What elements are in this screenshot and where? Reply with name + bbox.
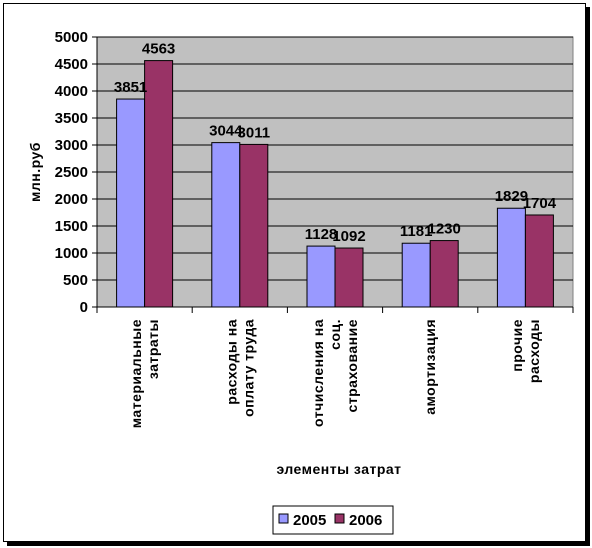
category-label-line: материальные <box>128 319 144 428</box>
legend-label-2006: 2006 <box>349 512 382 529</box>
y-tick-label: 2000 <box>55 191 88 208</box>
category-label-line: оплату труда <box>240 319 256 417</box>
category-label-line: расходы <box>526 319 542 383</box>
category-label-line: амортизация <box>422 319 438 415</box>
category-label-line: затраты <box>145 319 161 379</box>
y-tick-label: 0 <box>80 299 88 316</box>
y-tick-label: 500 <box>63 272 88 289</box>
y-tick-label: 4500 <box>55 56 88 73</box>
y-tick-label: 3500 <box>55 110 88 127</box>
legend-box <box>272 505 394 535</box>
category-label: материальные затраты <box>128 319 161 428</box>
y-tick-label: 5000 <box>55 29 88 46</box>
y-tick-label: 3000 <box>55 137 88 154</box>
bar-2005-0 <box>116 98 146 308</box>
bar-2005-3 <box>401 242 431 308</box>
category-label: амортизация <box>422 319 438 415</box>
category-label-line: расходы на <box>223 319 239 405</box>
bar-2005-2 <box>306 245 336 308</box>
data-label-2006-0: 4563 <box>142 41 175 58</box>
bar-2006-3 <box>429 240 459 308</box>
category-label-line: соц. <box>327 319 343 350</box>
bar-2006-0 <box>144 60 174 308</box>
y-tick-label: 2500 <box>55 164 88 181</box>
category-label-line: страхование <box>344 319 360 413</box>
y-tick-label: 1000 <box>55 245 88 262</box>
data-label-2005-4: 1829 <box>495 188 528 205</box>
y-axis-title: млн.руб <box>27 142 43 202</box>
y-tick-label: 1500 <box>55 218 88 235</box>
bar-2006-4 <box>524 214 554 308</box>
category-label: расходы на оплату труда <box>223 319 256 417</box>
data-label-2006-1: 3011 <box>238 124 271 141</box>
data-label-2006-4: 1704 <box>523 195 557 212</box>
bar-2006-1 <box>239 143 269 308</box>
data-label-2005-1: 3044 <box>209 123 243 140</box>
legend-swatch-2005 <box>278 513 289 524</box>
category-label-line: отчисления на <box>310 319 326 427</box>
legend-swatch-2006 <box>334 513 345 524</box>
bar-2005-1 <box>211 142 241 308</box>
data-label-2005-3: 1181 <box>400 223 433 240</box>
legend: 2005 2006 <box>272 505 394 535</box>
x-axis-title: элементы затрат <box>276 461 401 477</box>
data-label-2005-0: 3851 <box>114 79 147 96</box>
data-label-2006-2: 1092 <box>332 228 365 245</box>
legend-label-2005: 2005 <box>293 512 326 529</box>
data-label-2006-3: 1230 <box>428 221 461 238</box>
data-label-2005-2: 1128 <box>305 226 338 243</box>
bar-2006-2 <box>334 247 364 308</box>
y-tick-label: 4000 <box>55 83 88 100</box>
category-label: прочие расходы <box>509 319 542 383</box>
category-label: отчисления на соц. страхование <box>310 319 360 427</box>
category-label-line: прочие <box>509 319 525 372</box>
bar-2005-4 <box>496 207 526 308</box>
